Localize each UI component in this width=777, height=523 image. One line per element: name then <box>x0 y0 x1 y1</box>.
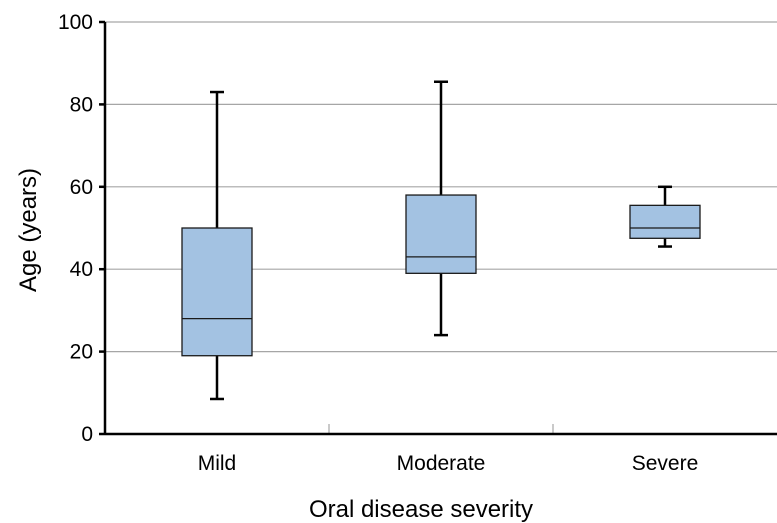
box-group-moderate <box>405 80 477 337</box>
category-tick-marks <box>328 424 554 434</box>
x-tick-labels: Mild Moderate Severe <box>198 452 699 475</box>
x-axis-title: Oral disease severity <box>309 496 533 523</box>
iqr-box <box>181 227 253 357</box>
x-tick-label: Severe <box>632 452 699 475</box>
iqr-box <box>405 194 477 274</box>
y-tick-label: 80 <box>70 93 93 116</box>
boxes <box>181 80 701 401</box>
y-tick-labels: 0 20 40 60 80 100 <box>58 11 105 446</box>
box-group-mild <box>181 90 253 401</box>
y-axis-title: Age (years) <box>15 168 42 292</box>
iqr-box <box>629 204 701 239</box>
axes <box>103 22 777 436</box>
box-group-severe <box>629 185 701 248</box>
y-tick-label: 100 <box>58 11 93 34</box>
y-tick-label: 20 <box>70 341 93 364</box>
y-tick-label: 40 <box>70 258 93 281</box>
y-tick-label: 0 <box>81 423 93 446</box>
x-tick-label: Mild <box>198 452 237 475</box>
y-tick-label: 60 <box>70 176 93 199</box>
x-tick-label: Moderate <box>397 452 486 475</box>
